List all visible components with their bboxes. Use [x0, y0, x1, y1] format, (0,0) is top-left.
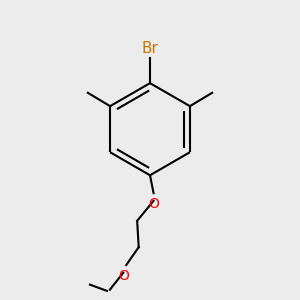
- Text: O: O: [148, 197, 159, 211]
- Text: O: O: [118, 268, 129, 283]
- Text: Br: Br: [142, 41, 158, 56]
